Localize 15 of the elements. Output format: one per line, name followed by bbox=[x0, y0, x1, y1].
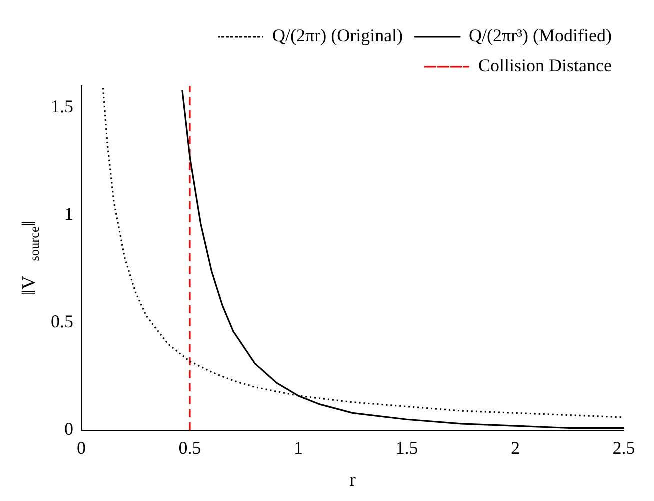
y-tick-label: 1.5 bbox=[51, 96, 74, 116]
x-tick-label: 2 bbox=[511, 438, 520, 458]
y-tick-label: 0 bbox=[64, 419, 74, 440]
legend-label: Q/(2πr³) (Modified) bbox=[469, 26, 612, 46]
legend-label: Q/(2πr) (Original) bbox=[272, 26, 404, 46]
x-tick-label: 0 bbox=[77, 438, 86, 458]
x-axis-title: r bbox=[350, 470, 357, 491]
legend-label: Collision Distance bbox=[478, 56, 612, 76]
x-tick-label: 2.5 bbox=[612, 438, 636, 458]
x-tick-label: 1.5 bbox=[396, 438, 418, 458]
x-tick-label: 0.5 bbox=[178, 438, 202, 458]
y-tick-label: 0.5 bbox=[51, 312, 74, 332]
x-tick-label: 1 bbox=[294, 438, 303, 458]
y-tick-label: 1 bbox=[64, 204, 74, 224]
y-axis-title: ‖V⃗source‖ bbox=[18, 221, 42, 296]
